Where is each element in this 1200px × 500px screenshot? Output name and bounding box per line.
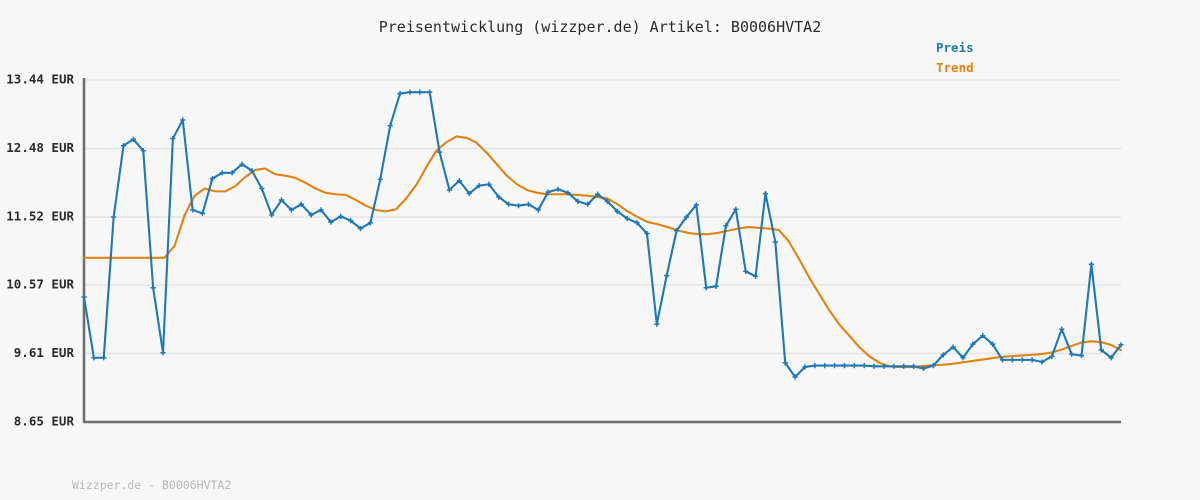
y-axis-tick-label: 11.52 EUR — [6, 209, 74, 224]
y-axis-tick-label: 13.44 EUR — [6, 72, 74, 87]
series-line-preis — [82, 91, 1123, 379]
y-axis-tick-label: 8.65 EUR — [14, 414, 75, 429]
chart-legend: Preis Trend — [936, 38, 1056, 78]
axis-spines — [82, 78, 1121, 424]
series-markers-preis — [81, 89, 1124, 380]
y-axis-tick-label: 10.57 EUR — [6, 276, 74, 291]
y-axis-tick-label: 9.61 EUR — [14, 345, 75, 360]
watermark-text: Wizzper.de - B0006HVTA2 — [72, 478, 232, 492]
gridlines — [84, 79, 1121, 423]
legend-item-preis[interactable]: Preis — [936, 40, 974, 55]
chart-title: Preisentwicklung (wizzper.de) Artikel: B… — [378, 18, 822, 36]
y-axis-tick-label: 12.48 EUR — [6, 140, 74, 155]
series-layer — [81, 89, 1124, 380]
legend-item-trend[interactable]: Trend — [936, 60, 974, 75]
y-axis-tick-labels: 13.44 EUR 12.48 EUR 11.52 EUR 10.57 EUR 9.61… — [6, 72, 74, 429]
series-line-trend — [82, 135, 1123, 369]
